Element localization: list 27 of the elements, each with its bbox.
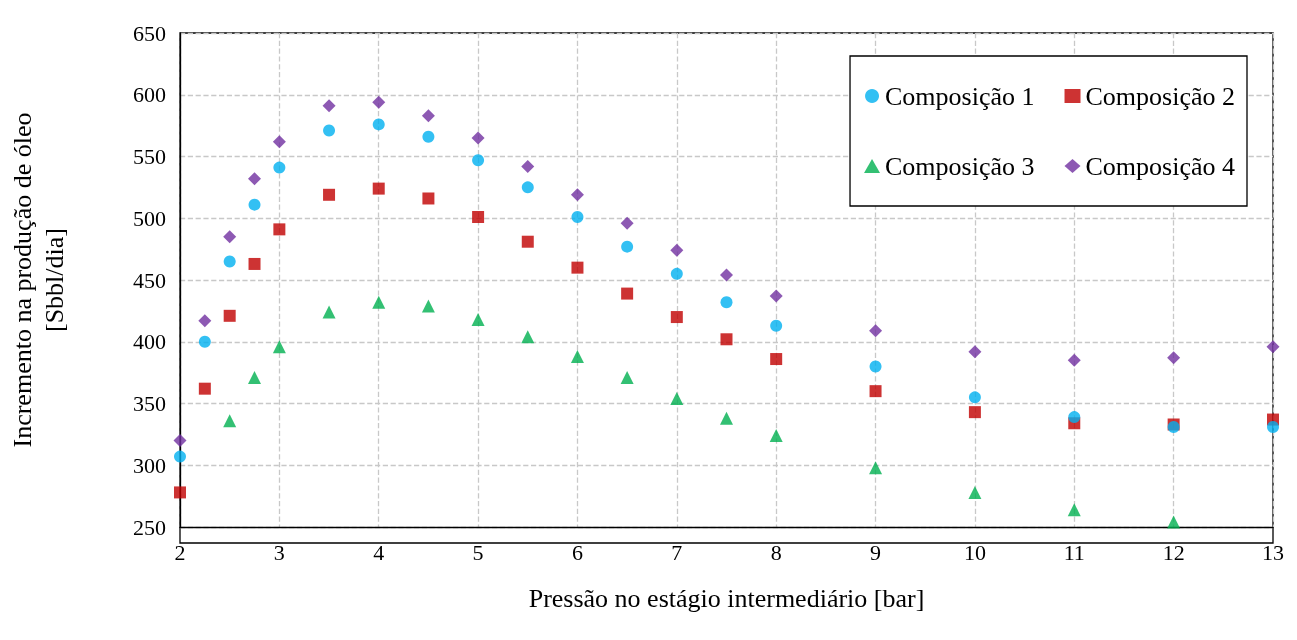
y-tick-label: 650 — [133, 20, 166, 46]
legend-label: Composição 3 — [885, 151, 1035, 181]
x-tick-label: 11 — [1063, 539, 1085, 565]
x-tick-label: 9 — [870, 539, 882, 565]
x-axis-title: Pressão no estágio intermediário [bar] — [528, 583, 925, 613]
legend-label: Composição 4 — [1085, 151, 1236, 181]
y-tick-label: 400 — [133, 329, 166, 355]
x-tick-label: 5 — [472, 539, 484, 565]
y-tick-label: 250 — [133, 514, 166, 540]
y-tick-label: 350 — [133, 391, 166, 416]
x-tick-label: 8 — [770, 539, 782, 565]
x-tick-label: 3 — [273, 539, 285, 565]
x-tick-label: 10 — [963, 539, 986, 565]
x-tick-label: 7 — [671, 539, 683, 565]
x-tick-label: 6 — [571, 539, 583, 565]
x-tick-label: 12 — [1162, 539, 1185, 565]
legend-label: Composição 2 — [1085, 81, 1236, 111]
y-tick-label: 450 — [133, 267, 166, 293]
legend-label: Composição 1 — [885, 81, 1035, 111]
y-axis-title: Incremento na produção de óleo [Sbbl/dia] — [7, 112, 69, 448]
y-tick-label: 600 — [133, 82, 166, 108]
y-tick-label: 500 — [133, 205, 166, 231]
y-tick-label: 300 — [133, 452, 166, 478]
x-tick-label: 2 — [174, 539, 186, 565]
x-tick-label: 13 — [1262, 539, 1284, 565]
y-tick-label: 550 — [133, 144, 166, 169]
x-tick-label: 4 — [373, 539, 385, 565]
